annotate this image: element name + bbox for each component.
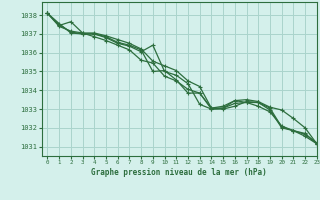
X-axis label: Graphe pression niveau de la mer (hPa): Graphe pression niveau de la mer (hPa) bbox=[91, 168, 267, 177]
